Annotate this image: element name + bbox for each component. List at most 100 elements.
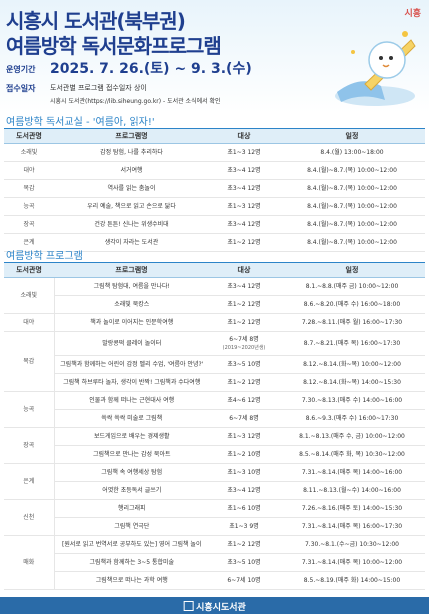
cell-library: 매화 <box>4 535 55 590</box>
cell-schedule: 8.12.~8.14.(화~목) 14:00~15:30 <box>279 373 425 392</box>
cell-schedule: 8.4.(월)~8.7.(목) 10:00~12:00 <box>279 215 425 234</box>
target-count: 초3~4 12명 <box>227 487 261 494</box>
cell-program: 그림책 연극단 <box>54 517 209 536</box>
cell-target: 초3~5 10명 <box>209 355 279 374</box>
cell-library: 능곡 <box>4 391 55 428</box>
table-row: 소래빛 북캉스 초1~2 12명 8.6.~8.20.(매주 수) 16:00~18… <box>4 295 425 314</box>
target-count: 초1~2 12명 <box>227 379 261 386</box>
table-row: 대야 서거여행 초3~4 12명 8.4.(월)~8.7.(목) 10:00~12:0… <box>4 161 425 180</box>
col-header-schedule: 일정 <box>279 128 425 144</box>
cell-target: 초3~5 10명 <box>209 553 279 572</box>
cell-target: 초3~4 12명 <box>209 215 279 234</box>
target-count: 초3~4 12명 <box>227 283 261 290</box>
cell-schedule: 8.6.~9.3.(매주 수) 16:00~17:30 <box>279 409 425 428</box>
footer-logo: 시흥시도서관 <box>183 600 246 613</box>
cell-schedule: 8.4.(월)~8.7.(목) 10:00~12:00 <box>279 161 425 180</box>
cell-library: 소래빛 <box>4 277 55 314</box>
cell-program: 행리그래피 <box>54 499 209 518</box>
footer-bar: 시흥시도서관 <box>0 597 429 614</box>
library-logo-icon <box>183 601 194 611</box>
siheung-logo: 시흥 <box>404 9 421 19</box>
cell-schedule: 8.11.~8.13.(월~수) 14:00~16:00 <box>279 481 425 500</box>
cell-schedule: 8.1.~8.8.(매주 금) 10:00~12:00 <box>279 277 425 296</box>
table-row: 능곡 인물과 함께 떠나는 근현대사 여행 초4~6 12명 7.30.~8.13.(… <box>4 391 425 428</box>
cell-schedule: 7.31.~8.14.(매주 목) 14:00~16:00 <box>279 463 425 482</box>
cell-target: 초3~4 12명 <box>209 277 279 296</box>
cell-target: 초1~2 12명 <box>209 313 279 332</box>
cell-library: 목감 <box>4 331 55 392</box>
table-row: 은계 그림책 속 여행세상 탐험 초1~3 10명 7.31.~8.14.(매주 목)… <box>4 463 425 500</box>
cell-schedule: 7.30.~8.13.(매주 수) 14:00~16:00 <box>279 391 425 410</box>
table-row: 은계 생각이 자라는 도서관 초1~2 12명 8.4.(월)~8.7.(목) 10:… <box>4 233 425 252</box>
section-title-summer-program: 여름방학 프로그램 <box>6 251 83 262</box>
cell-target: 초1~3 9명 <box>209 517 279 536</box>
target-count: 초1~3 10명 <box>227 469 261 476</box>
table-row: 그림책 하브루타 놀자, 생각이 반짝! 그림책과 수다여행 초1~2 12명 8.… <box>4 373 425 392</box>
target-count: 초1~2 10명 <box>227 451 261 458</box>
cell-schedule: 7.31.~8.14.(매주 목) 16:00~17:30 <box>279 517 425 536</box>
reception-label: 접수일자 <box>6 84 36 93</box>
target-count: 초1~2 12명 <box>227 541 261 548</box>
table-row: 그림책 연극단 초1~3 9명 7.31.~8.14.(매주 목) 16:00~17… <box>4 517 425 536</box>
cell-library: 은계 <box>4 233 54 252</box>
cell-program: 어엿한 초등독서 글쓰기 <box>54 481 209 500</box>
cell-schedule: 8.12.~8.14.(화~목) 10:00~12:00 <box>279 355 425 374</box>
table-row: 목감 역사를 읽는 춤놀이 초3~4 12명 8.4.(월)~8.7.(목) 10:0… <box>4 179 425 198</box>
section-title-reading-class: 여름방학 독서교실 - '여름아, 읽자!' <box>6 117 155 128</box>
cell-target: 6~7세 8명 (2019~2020년생) <box>209 331 279 356</box>
table-row: 목감 말랑콩떡 클레이 놀이터 6~7세 8명 (2019~2020년생) 8.7.~8… <box>4 331 425 392</box>
cell-program: 그림책과 함께하는 어린이 감정 멜리 수업, '여름아 안녕?' <box>54 355 209 374</box>
cell-library: 장곡 <box>4 215 54 234</box>
period-value: 2025. 7. 26.(토) ~ 9. 3.(수) <box>50 61 252 77</box>
table-row: 신천 행리그래피 초1~6 10명 7.26.~8.16.(매주 토) 14:00~1… <box>4 499 425 536</box>
col-header-target: 대상 <box>209 128 279 144</box>
cell-target: 초3~4 12명 <box>209 179 279 198</box>
cell-target: 초1~6 10명 <box>209 499 279 518</box>
cell-target: 초1~2 12명 <box>209 535 279 554</box>
table-row: 소래빛 감정 탐험, 나를 추리하다 초1~3 12명 8.4.(월) 13:00~1… <box>4 143 425 162</box>
cell-program: 그림책과 함께하는 3~5 통합미술 <box>54 553 209 572</box>
cell-program: 건강 튼튼! 신나는 위생수비대 <box>54 215 209 234</box>
table-row: 매화 [원서로 읽고 번역서로 공부하도 있는] 영어 그림책 놀이 초1~2 12… <box>4 535 425 590</box>
cell-library: 장곡 <box>4 427 55 464</box>
cell-library: 신천 <box>4 499 55 536</box>
period-label: 운영기간 <box>6 65 36 74</box>
cell-program: 감정 탐험, 나를 추리하다 <box>54 143 209 162</box>
cell-target: 초4~6 12명 <box>209 391 279 410</box>
table-row: 어엿한 초등독서 글쓰기 초3~4 12명 8.11.~8.13.(월~수) 14:… <box>4 481 425 500</box>
target-count: 초1~6 10명 <box>227 505 261 512</box>
cell-schedule: 8.4.(월)~8.7.(목) 10:00~12:00 <box>279 197 425 216</box>
cell-schedule: 8.4.(월) 13:00~18:00 <box>279 143 425 162</box>
poster-header: 시흥시 도서관(북부권) 여름방학 독서문화프로그램 시흥 운영기간 2025.… <box>0 0 429 113</box>
cell-schedule: 8.5.~8.19.(매주 화) 14:00~15:00 <box>279 571 425 590</box>
target-count: 초3~5 10명 <box>227 361 261 368</box>
cell-target: 6~7세 8명 <box>209 409 279 428</box>
table-row: 장곡 건강 튼튼! 신나는 위생수비대 초3~4 12명 8.4.(월)~8.7.(목… <box>4 215 425 234</box>
cell-program: 서거여행 <box>54 161 209 180</box>
table-row: 장곡 보드게임으로 배우는 경제생활 초1~3 12명 8.1.~8.13.(매주 수… <box>4 427 425 464</box>
cell-schedule: 8.5.~8.14.(매주 화, 목) 10:30~12:00 <box>279 445 425 464</box>
cell-program: 우리 예술, 책으로 읽고 손으로 닮다 <box>54 197 209 216</box>
cell-program: 그림책으로 떠나는 과학 여행 <box>54 571 209 590</box>
cell-program: 말랑콩떡 클레이 놀이터 <box>54 331 209 356</box>
cell-library: 은계 <box>4 463 55 500</box>
cell-schedule: 7.26.~8.16.(매주 토) 14:00~15:30 <box>279 499 425 518</box>
table-row: 능곡 우리 예술, 책으로 읽고 손으로 닮다 초1~3 12명 8.4.(월)~8.… <box>4 197 425 216</box>
cell-program: [원서로 읽고 번역서로 공부하도 있는] 영어 그림책 놀이 <box>54 535 209 554</box>
table-row: 대야 책과 놀이로 이어지는 인문학여행 초1~2 12명 7.28.~8.11.(매… <box>4 313 425 332</box>
cell-program: 그림책 속 여행세상 탐험 <box>54 463 209 482</box>
target-count: 초1~2 12명 <box>227 319 261 326</box>
cell-target: 초3~4 12명 <box>209 161 279 180</box>
cell-schedule: 8.4.(월)~8.7.(목) 10:00~12:00 <box>279 233 425 252</box>
cell-library: 대야 <box>4 161 54 180</box>
table-row: 그림책으로 떠나는 과학 여행 6~7세 10명 8.5.~8.19.(매주 화) … <box>4 571 425 590</box>
target-count: 초1~3 9명 <box>229 523 259 530</box>
table-row: 쓱싹 쓱싹 미술로 그림책 6~7세 8명 8.6.~9.3.(매주 수) 16:0… <box>4 409 425 428</box>
cell-target: 초1~3 12명 <box>209 143 279 162</box>
cell-schedule: 8.7.~8.21.(매주 목) 16:00~17:30 <box>279 331 425 356</box>
cell-target: 초1~2 12명 <box>209 295 279 314</box>
col-header-target: 대상 <box>209 262 279 278</box>
cell-schedule: 8.6.~8.20.(매주 수) 16:00~18:00 <box>279 295 425 314</box>
table-row: 그림책과 함께하는 어린이 감정 멜리 수업, '여름아 안녕?' 초3~5 10… <box>4 355 425 374</box>
